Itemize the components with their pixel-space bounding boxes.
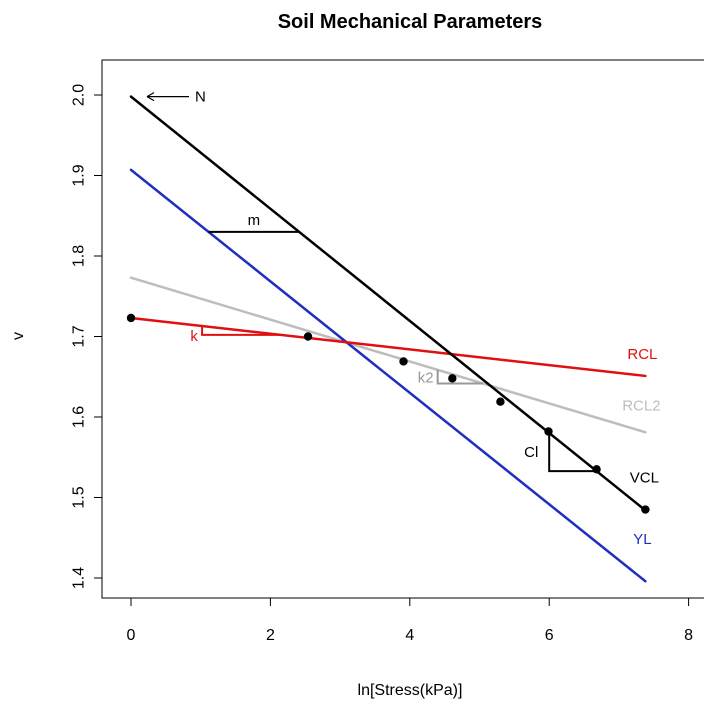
annotation-cl: Cl bbox=[524, 444, 538, 461]
series-label-rcl2: RCL2 bbox=[622, 397, 660, 414]
n-arrow-head bbox=[146, 92, 155, 102]
series-label-yl: YL bbox=[633, 531, 651, 548]
x-axis-label: ln[Stress(kPa)] bbox=[358, 682, 463, 699]
y-tick-label: 2.0 bbox=[71, 84, 88, 106]
x-tick-label: 8 bbox=[684, 627, 693, 644]
data-point bbox=[448, 374, 457, 383]
series-line-rcl2 bbox=[129, 276, 647, 434]
x-tick-label: 0 bbox=[127, 627, 136, 644]
y-tick-label: 1.5 bbox=[71, 486, 88, 508]
y-axis-label: v bbox=[10, 332, 27, 340]
y-tick-label: 1.9 bbox=[71, 164, 88, 186]
series-line-vcl bbox=[129, 95, 647, 512]
y-tick-label: 1.4 bbox=[71, 567, 88, 589]
annotation-k2: k2 bbox=[418, 369, 434, 386]
annotation-k: k bbox=[190, 328, 198, 345]
y-tick-label: 1.8 bbox=[71, 245, 88, 267]
series-label-vcl: VCL bbox=[630, 469, 659, 486]
annotation-m: m bbox=[248, 212, 261, 229]
x-axis: 0 2 4 6 8 bbox=[127, 597, 693, 644]
x-tick-label: 4 bbox=[405, 627, 414, 644]
data-point bbox=[126, 313, 136, 323]
y-tick-label: 1.6 bbox=[71, 406, 88, 428]
series-layer: VCL YL RCL RCL2 bbox=[129, 95, 661, 583]
cl-triangle bbox=[548, 433, 597, 473]
x-tick-label: 2 bbox=[266, 627, 275, 644]
data-point bbox=[399, 357, 408, 366]
series-line-yl bbox=[129, 168, 647, 583]
series-line-rcl bbox=[129, 316, 647, 378]
y-tick-label: 1.7 bbox=[71, 325, 88, 347]
k2-triangle bbox=[436, 369, 483, 385]
data-point bbox=[544, 427, 553, 436]
k-triangle bbox=[201, 325, 281, 336]
point-layer bbox=[126, 313, 650, 514]
chart-title: Soil Mechanical Parameters bbox=[278, 11, 543, 33]
data-point bbox=[496, 397, 505, 406]
data-point bbox=[303, 332, 313, 341]
x-tick-label: 6 bbox=[545, 627, 554, 644]
annotation-layer: Nm k k2 Cl bbox=[146, 89, 597, 473]
data-point bbox=[641, 505, 650, 514]
y-axis: 1.4 1.5 1.6 1.7 1.8 1.9 2.0 bbox=[71, 84, 103, 589]
annotation-n: N bbox=[195, 89, 206, 106]
data-point bbox=[592, 465, 601, 474]
series-label-rcl: RCL bbox=[627, 346, 657, 363]
